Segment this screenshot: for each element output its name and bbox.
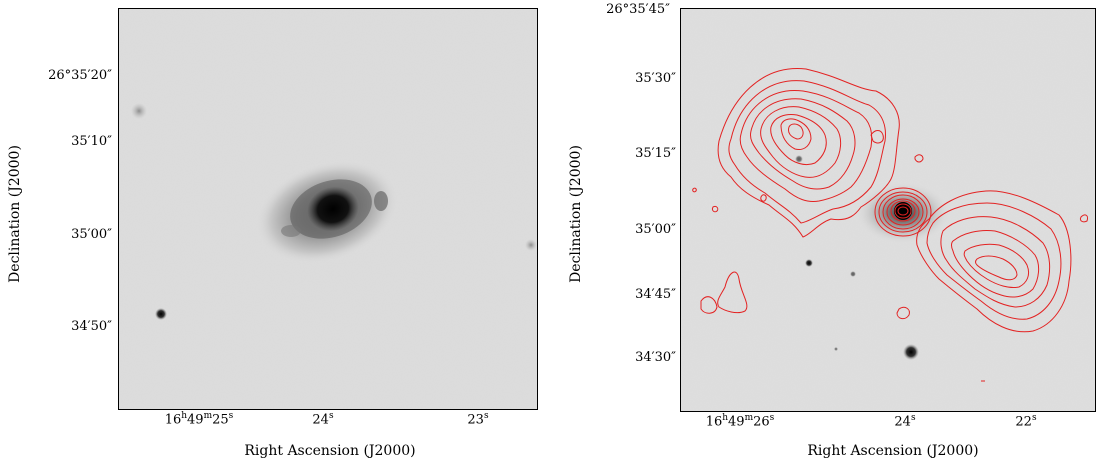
y-tick-label: 35′00″ (71, 227, 112, 242)
y-tick-label: 35′15″ (635, 146, 676, 161)
y-tick-label: 34′45″ (635, 287, 676, 302)
y-tick-label: 34′30″ (635, 350, 676, 365)
y-tick-label: 26°35′20″ (48, 68, 112, 83)
x-tick-label: 22s (1015, 413, 1037, 430)
x-tick-label: 16h49m26s (705, 413, 775, 430)
optical-image-right (680, 8, 1096, 412)
y-tick-label: 35′00″ (635, 222, 676, 237)
x-tick-label: 24s (312, 411, 334, 428)
left-panel: 26°35′20″ 35′10″ 35′00″ 34′50″ 16h49m25s… (7, 8, 538, 459)
x-axis-title: Right Ascension (J2000) (807, 443, 979, 459)
x-axis-title: Right Ascension (J2000) (244, 443, 416, 459)
y-axis-title: Declination (J2000) (7, 145, 23, 283)
optical-image-left (118, 8, 538, 410)
y-tick-label: 26°35′45″ (606, 2, 670, 17)
right-panel: 26°35′45″ 35′30″ 35′15″ 35′00″ 34′45″ 34… (548, 0, 1096, 467)
y-tick-label: 34′50″ (71, 319, 112, 334)
radio-contours (692, 68, 1088, 382)
y-tick-label: 35′10″ (71, 134, 112, 149)
y-axis-title: Declination (J2000) (568, 145, 584, 283)
y-tick-label: 35′30″ (635, 71, 676, 86)
x-tick-label: 23s (467, 411, 489, 428)
galaxy-contour-image (681, 9, 1095, 411)
galaxy-image (119, 9, 537, 409)
x-tick-label: 16h49m25s (164, 411, 234, 428)
x-tick-label: 24s (894, 413, 916, 430)
